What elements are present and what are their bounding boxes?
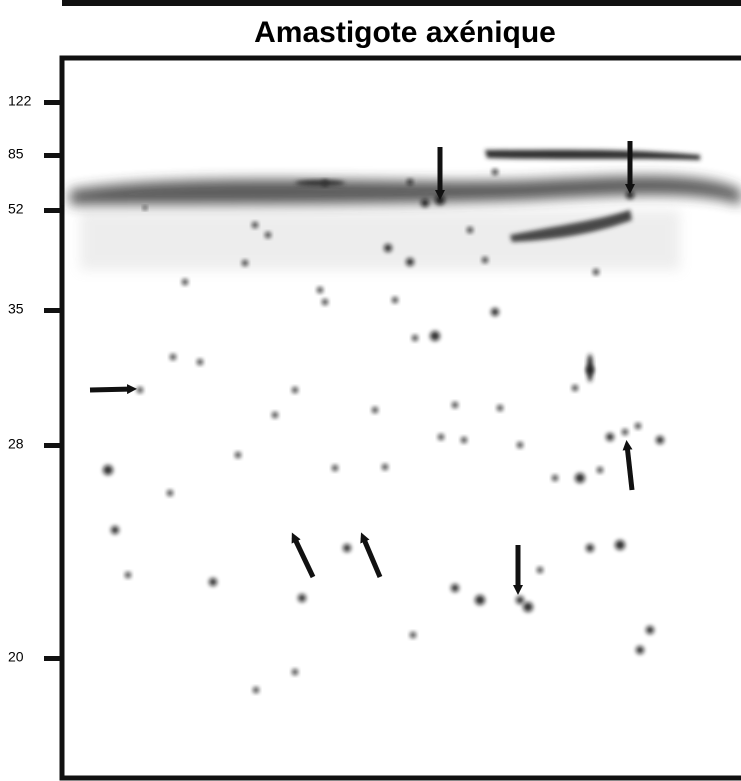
protein-spot — [516, 596, 524, 604]
protein-spot — [292, 387, 298, 393]
protein-spot — [167, 490, 173, 496]
protein-spot — [475, 595, 485, 605]
marker-label: 52 — [8, 201, 24, 217]
protein-spot — [412, 335, 418, 341]
protein-spot — [406, 258, 414, 266]
protein-spot — [656, 436, 664, 444]
marker-tick — [44, 100, 62, 105]
protein-spot — [253, 687, 259, 693]
protein-spot — [461, 437, 467, 443]
protein-spot — [430, 331, 440, 341]
protein-spot — [523, 602, 533, 612]
protein-spot — [103, 465, 113, 475]
protein-spot — [137, 387, 143, 393]
protein-spot — [587, 354, 593, 382]
protein-spot — [572, 385, 578, 391]
protein-spot — [636, 646, 644, 654]
protein-spot — [491, 308, 499, 316]
protein-spot — [575, 473, 585, 483]
protein-spot — [586, 544, 594, 552]
protein-spot — [452, 402, 458, 408]
protein-spot — [497, 405, 503, 411]
protein-spot — [252, 222, 258, 228]
arrow — [89, 384, 137, 395]
marker-label: 35 — [8, 301, 24, 317]
protein-spot — [467, 227, 473, 233]
marker-tick — [44, 208, 62, 213]
protein-spot — [209, 578, 217, 586]
protein-spot — [197, 359, 203, 365]
protein-spot — [606, 433, 614, 441]
protein-spot — [143, 206, 147, 210]
protein-spot — [317, 287, 323, 293]
smear — [80, 210, 680, 270]
protein-spot — [392, 297, 398, 303]
marker-tick — [44, 656, 62, 661]
marker-label: 122 — [8, 93, 32, 109]
protein-spot — [622, 429, 628, 435]
protein-spot — [242, 260, 248, 266]
marker-tick — [44, 153, 62, 158]
top-rule — [62, 0, 741, 6]
protein-spot — [438, 434, 444, 440]
marker-label: 85 — [8, 146, 24, 162]
protein-spot — [125, 572, 131, 578]
gel-frame — [59, 55, 741, 781]
protein-spot — [292, 669, 298, 675]
protein-spot — [482, 257, 488, 263]
band — [485, 149, 700, 160]
protein-spot — [384, 244, 392, 252]
protein-spot — [382, 464, 388, 470]
protein-spot — [410, 632, 416, 638]
protein-spot — [635, 423, 641, 429]
protein-spot — [492, 169, 498, 175]
protein-spot — [111, 526, 119, 534]
marker-tick — [44, 443, 62, 448]
arrow — [360, 532, 383, 578]
protein-spot — [322, 299, 328, 305]
arrow — [622, 440, 635, 491]
protein-spot — [272, 412, 278, 418]
arrows — [89, 141, 635, 595]
protein-spot — [451, 584, 459, 592]
protein-spot — [407, 179, 413, 185]
protein-spot — [552, 475, 558, 481]
protein-spot — [372, 407, 378, 413]
protein-spot — [593, 269, 599, 275]
protein-spot — [435, 195, 445, 205]
protein-spot — [626, 191, 634, 199]
protein-spot — [646, 626, 654, 634]
protein-spot — [615, 540, 625, 550]
arrow — [291, 532, 316, 579]
gel-title: Amastigote axénique — [254, 16, 556, 49]
protein-spot — [265, 232, 271, 238]
protein-spot — [332, 465, 338, 471]
protein-spot — [343, 544, 351, 552]
marker-label: 28 — [8, 436, 24, 452]
protein-spot — [295, 180, 345, 186]
protein-spot — [421, 199, 429, 207]
protein-spot — [235, 452, 241, 458]
protein-spot — [597, 467, 603, 473]
protein-spot — [182, 279, 188, 285]
band — [70, 175, 741, 205]
protein-spot — [517, 442, 523, 448]
protein-spot — [537, 567, 543, 573]
protein-spot — [298, 594, 306, 602]
marker-tick — [44, 308, 62, 313]
protein-spot — [170, 354, 176, 360]
gel-content — [70, 149, 741, 693]
marker-label: 20 — [8, 649, 24, 665]
